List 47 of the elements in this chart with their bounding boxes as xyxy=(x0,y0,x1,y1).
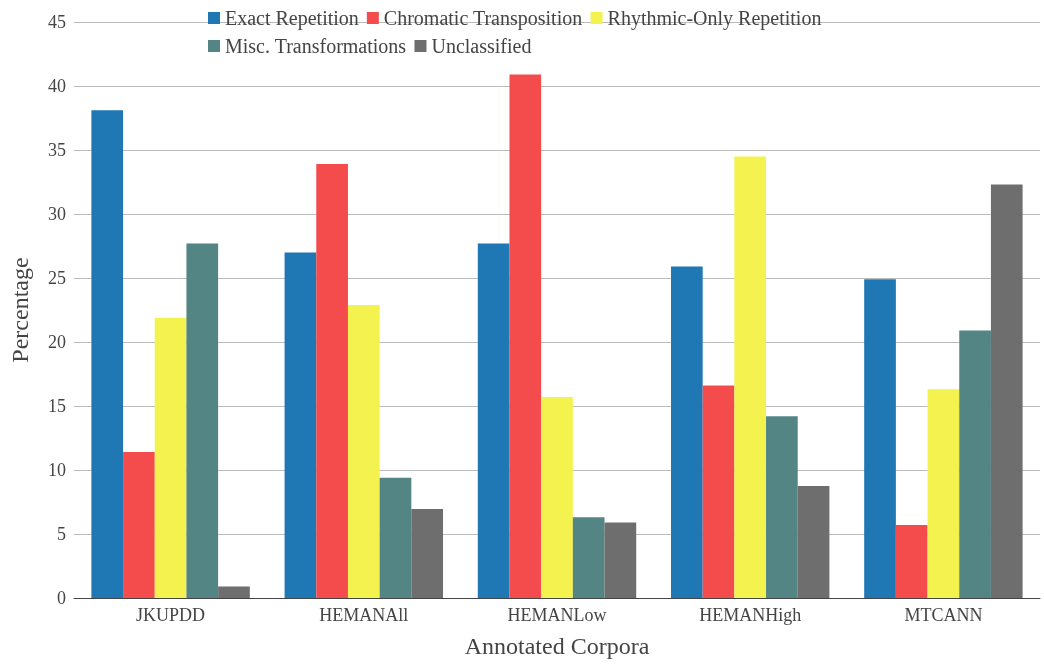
bar xyxy=(990,184,1023,598)
x-tick-label: HEMANHigh xyxy=(699,605,802,625)
bar xyxy=(154,317,187,598)
bar xyxy=(123,452,155,598)
y-tick-label: 20 xyxy=(48,332,66,352)
bar xyxy=(347,304,380,598)
bar xyxy=(734,156,767,598)
bar xyxy=(864,279,896,598)
bar xyxy=(284,252,317,598)
x-tick-label: HEMANAll xyxy=(319,605,409,625)
bar xyxy=(927,389,960,598)
bar xyxy=(477,243,510,598)
bar xyxy=(572,517,605,598)
bar xyxy=(218,586,250,598)
y-tick-label: 30 xyxy=(48,204,66,224)
bar xyxy=(702,385,735,598)
y-tick-label: 45 xyxy=(48,12,66,32)
y-tick-label: 15 xyxy=(48,396,66,416)
bar xyxy=(604,522,637,598)
legend-label: Unclassified xyxy=(431,35,532,57)
x-tick-label: HEMANLow xyxy=(507,605,607,625)
legend-label: Chromatic Transposition xyxy=(383,7,583,30)
bar xyxy=(91,110,124,598)
y-tick-label: 0 xyxy=(57,588,66,608)
y-tick-label: 25 xyxy=(48,268,66,288)
y-tick-label: 40 xyxy=(48,76,66,96)
y-tick-label: 35 xyxy=(48,140,66,160)
bar xyxy=(959,330,991,598)
bar xyxy=(316,164,348,598)
legend-label: Rhythmic-Only Repetition xyxy=(607,7,822,30)
y-tick-label: 10 xyxy=(48,460,66,480)
y-tick-label: 5 xyxy=(57,524,66,544)
bar xyxy=(895,525,928,598)
bar xyxy=(509,74,542,598)
bar xyxy=(186,243,219,598)
x-axis-title: Annotated Corpora xyxy=(464,633,650,659)
bar xyxy=(411,509,444,598)
legend-label: Exact Repetition xyxy=(225,7,359,30)
bar xyxy=(379,477,412,598)
x-tick-label: JKUPDD xyxy=(136,605,206,625)
bar xyxy=(797,486,830,598)
x-tick-label: MTCANN xyxy=(904,605,983,625)
bar xyxy=(766,416,798,598)
y-axis-title: Percentage xyxy=(7,257,33,363)
legend-label: Misc. Transformations xyxy=(225,35,407,57)
bar xyxy=(670,266,703,598)
bar xyxy=(541,397,573,598)
